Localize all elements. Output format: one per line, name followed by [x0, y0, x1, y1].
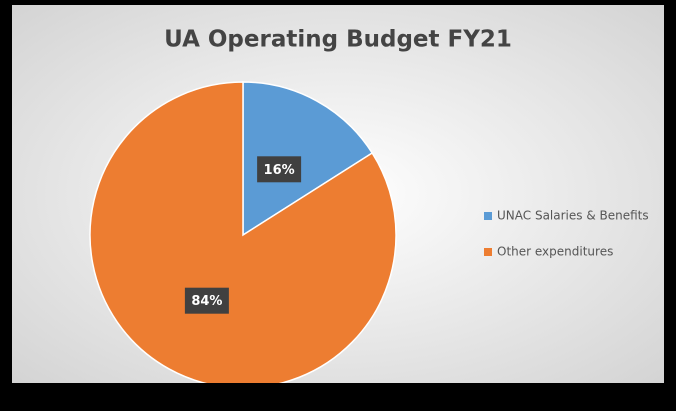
data-label-box: [184, 287, 229, 314]
pie: [89, 81, 397, 383]
data-label-box: [257, 156, 302, 183]
data-label: 84%: [191, 294, 222, 309]
legend-label: Other expenditures: [497, 245, 613, 259]
legend-swatch: [484, 248, 492, 256]
data-labels: 16% 84%: [184, 156, 302, 314]
pie-slice: [89, 81, 397, 383]
legend: UNAC Salaries & Benefits Other expenditur…: [484, 209, 649, 259]
legend-label: UNAC Salaries & Benefits: [497, 209, 649, 223]
chart-title: UA Operating Budget FY21: [164, 27, 512, 53]
data-label: 16%: [264, 163, 295, 178]
legend-swatch: [484, 212, 492, 220]
pie-slice: [242, 81, 374, 237]
